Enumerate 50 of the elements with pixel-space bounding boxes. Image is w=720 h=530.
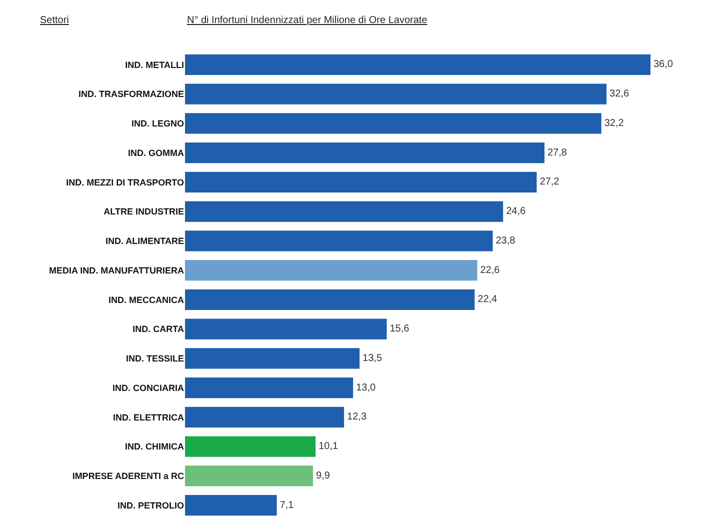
y-tick-label: IND. ALIMENTARE (106, 236, 184, 246)
bar (185, 230, 493, 252)
x-axis-title: N° di Infortuni Indennizzati per Milione di Ore Lavorate (187, 15, 428, 26)
y-tick-label: IND. MEZZI DI TRASPORTO (66, 177, 184, 188)
bar (185, 289, 475, 310)
bar (185, 201, 504, 222)
y-tick-label: IND. TRASFORMAZIONE (78, 89, 184, 100)
data-label: 32,6 (610, 88, 630, 100)
bar (185, 495, 277, 516)
data-label: 22,4 (478, 294, 498, 306)
bar (185, 172, 537, 192)
data-label: 9,9 (316, 470, 330, 482)
data-label: 15,6 (390, 324, 410, 335)
data-label: 7,1 (280, 500, 294, 511)
y-tick-label: IND. TESSILE (126, 354, 184, 364)
bar (185, 466, 314, 486)
data-label: 12,3 (347, 412, 367, 423)
bar (185, 406, 344, 428)
bar (185, 378, 354, 398)
y-tick-label: IND. LEGNO (131, 118, 184, 129)
bar (185, 113, 602, 134)
bar (185, 436, 316, 457)
y-tick-label: IND. CARTA (132, 324, 184, 334)
data-label: 13,5 (362, 352, 382, 364)
data-label: 32,2 (604, 118, 624, 129)
y-tick-label: IND. METALLI (125, 60, 184, 70)
y-tick-label: IMPRESE ADERENTI a RC (72, 471, 184, 482)
bar (185, 142, 544, 164)
data-label: 24,6 (506, 206, 526, 218)
data-label: 27,2 (540, 176, 560, 188)
bar (185, 318, 387, 340)
y-tick-label: IND. ELETTRICA (113, 412, 184, 422)
data-label: 27,8 (547, 147, 568, 158)
bar (185, 84, 607, 104)
bar (185, 260, 478, 281)
y-tick-label: IND. PETROLIO (117, 500, 184, 510)
y-tick-label: IND. GOMMA (128, 148, 184, 158)
data-label: 22,6 (480, 264, 500, 276)
y-axis-title: Settori (40, 15, 69, 26)
bar (185, 54, 650, 75)
bar (185, 348, 360, 369)
y-tick-label: IND. MECCANICA (108, 294, 184, 305)
y-tick-label: IND. CONCIARIA (112, 382, 184, 393)
y-tick-label: ALTRE INDUSTRIE (104, 206, 184, 217)
data-label: 36,0 (654, 59, 674, 70)
data-label: 10,1 (318, 441, 338, 452)
data-label: 13,0 (356, 382, 376, 394)
y-tick-label: MEDIA IND. MANUFATTURIERA (49, 265, 184, 276)
data-label: 23,8 (496, 235, 516, 246)
y-tick-label: IND. CHIMICA (125, 442, 184, 452)
